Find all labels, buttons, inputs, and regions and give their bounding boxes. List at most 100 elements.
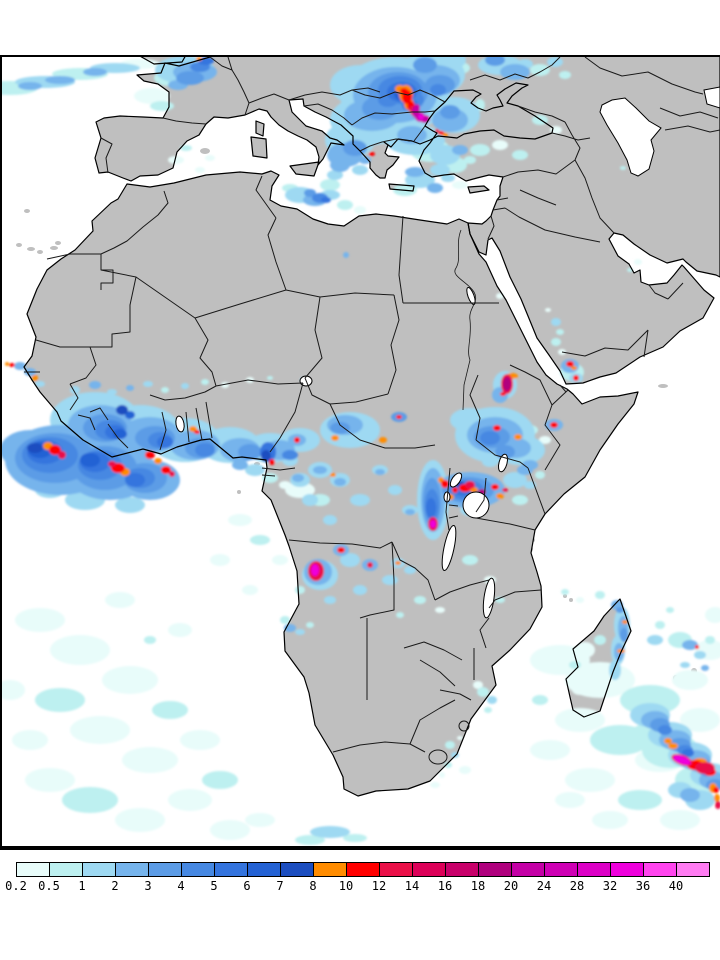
precip-cell-c05: [201, 379, 209, 385]
colorbar-label: 0.2: [5, 879, 27, 893]
precip-cell-c05: [477, 687, 489, 697]
precip-cell-c8: [379, 437, 387, 443]
precip-cell-c1: [524, 481, 536, 489]
nile-river: [454, 229, 477, 411]
lesotho-border: [428, 749, 448, 765]
precip-cell-c02: [572, 685, 588, 695]
precip-cell-c02: [210, 554, 230, 566]
precip-cell-c1: [115, 497, 145, 513]
precip-cell-c8: [330, 473, 336, 477]
precip-cell-c12: [502, 488, 508, 492]
colorbar-label: 2: [111, 879, 119, 893]
colorbar-label: 16: [437, 879, 453, 893]
precip-cell-c2: [343, 252, 349, 258]
precip-cell-c05: [320, 179, 340, 191]
swaziland-border: [458, 720, 470, 732]
precip-cell-c2: [359, 156, 371, 164]
precip-cell-c02: [168, 623, 192, 637]
precip-cell-c2: [701, 665, 709, 671]
aral-sea: [703, 86, 720, 109]
colorbar-label: 12: [371, 879, 387, 893]
precip-cell-c10: [493, 425, 501, 431]
precip-cell-c05: [295, 835, 325, 845]
precip-cell-c02: [50, 635, 110, 665]
precip-cell-c10: [550, 422, 558, 428]
precip-cell-c05: [152, 701, 188, 719]
precip-cell-c5: [125, 473, 145, 487]
precip-cell-c2: [18, 82, 42, 90]
precip-cell-c1: [350, 494, 370, 506]
precip-cell-c5: [321, 197, 331, 203]
precip-cell-c3: [495, 445, 515, 459]
precip-cell-c02: [565, 768, 615, 792]
precip-cell-c2: [126, 385, 134, 391]
lake-tanganyika: [441, 524, 457, 572]
precip-cell-c02: [660, 810, 700, 830]
precip-cell-c28: [430, 520, 436, 528]
precip-cell-c05: [444, 762, 452, 768]
precip-cell-c05: [396, 612, 404, 618]
precip-cell-c02: [228, 514, 252, 526]
precip-cell-c10: [452, 487, 458, 493]
colorbar-segment: [215, 863, 248, 876]
precip-cell-c02: [25, 768, 75, 792]
inland-seas-and-lakes: [175, 86, 720, 619]
precip-cell-c02: [205, 155, 215, 161]
precip-cell-c02: [705, 607, 720, 623]
precip-cell-c8: [622, 620, 628, 624]
precip-cell-c02: [430, 782, 440, 788]
colorbar-segment: [149, 863, 182, 876]
precip-cell-c05: [556, 329, 564, 335]
precip-cell-c4: [430, 84, 446, 96]
precip-cell-c1: [245, 464, 265, 476]
precip-cell-c05: [161, 387, 169, 393]
colorbar-segment: [479, 863, 512, 876]
map-frame: [0, 55, 720, 850]
colorbar-label: 24: [536, 879, 552, 893]
precip-cell-c1: [340, 553, 360, 567]
precip-cell-c12: [108, 461, 116, 467]
colorbar-segment: [611, 863, 644, 876]
precip-cell-c2: [89, 381, 101, 389]
precip-cell-c02: [492, 140, 508, 150]
precip-cell-c2: [292, 474, 304, 482]
precip-cell-c05: [569, 661, 581, 669]
precip-cell-c1: [430, 164, 450, 176]
precip-cell-c10: [566, 361, 574, 367]
precip-cell-c10: [573, 375, 579, 381]
precip-cell-c05: [150, 101, 174, 111]
precip-cell-c05: [414, 596, 426, 604]
precip-cell-c1: [352, 165, 368, 175]
precip-cell-c4: [658, 725, 672, 735]
precip-cell-c6: [125, 411, 135, 419]
precip-cell-c05: [535, 471, 545, 479]
precip-cell-c18: [503, 377, 511, 391]
precip-cell-c05: [62, 787, 118, 813]
lake-albert: [449, 472, 463, 488]
precip-cell-c10: [441, 480, 449, 488]
precip-cell-c1: [487, 696, 497, 704]
colorbar-label: 10: [338, 879, 354, 893]
precip-cell-c2: [452, 145, 468, 155]
precip-cell-c2: [405, 167, 425, 177]
colorbar: [16, 862, 710, 877]
precip-cell-c8: [331, 435, 339, 441]
precip-cell-c8: [32, 375, 38, 381]
colorbar-labels: 0.2 0.5 1 2 3 4 5 6 7 8 10 12 14 16 18 20 24 28 32 36 40: [5, 879, 716, 894]
precip-cell-c1: [482, 457, 498, 467]
precip-cell-c1: [323, 515, 337, 525]
precip-cell-c02: [582, 664, 598, 676]
precip-cell-c02: [592, 811, 628, 829]
precip-cell-c02: [134, 88, 170, 104]
precip-cell-c05: [470, 144, 490, 156]
precip-cell-c8: [496, 493, 504, 499]
precip-cell-c12: [169, 471, 175, 477]
precip-cell-c1: [353, 585, 367, 595]
precip-cell-c05: [445, 741, 455, 749]
precip-cell-c02: [530, 740, 570, 760]
precip-cell-c1: [35, 381, 45, 387]
precip-cell-c02: [439, 772, 445, 778]
precip-cell-c1: [295, 629, 305, 635]
precipitation-map: [0, 55, 720, 850]
colorbar-segment: [578, 863, 611, 876]
